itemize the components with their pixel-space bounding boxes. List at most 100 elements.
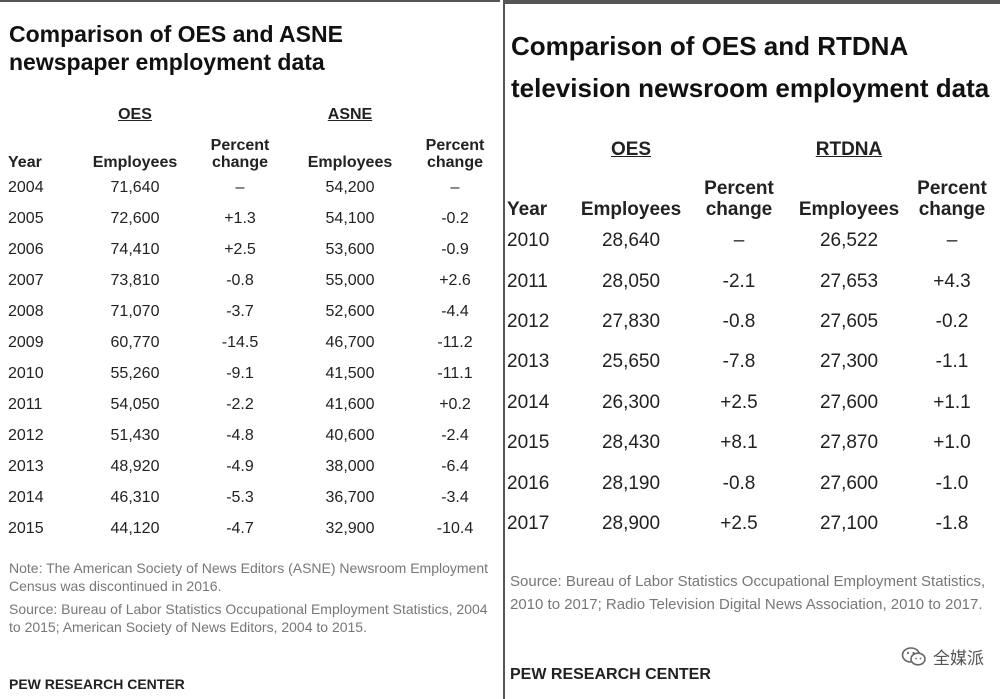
asne-percent-change-cell: -0.2 xyxy=(441,209,469,227)
oes-percent-change-cell: -4.9 xyxy=(226,457,254,475)
asne-employees-cell: 36,700 xyxy=(325,488,375,506)
oes-employees-cell: 27,830 xyxy=(601,310,661,332)
table-row: 2015 44,120 -4.7 32,900 -10.4 xyxy=(8,513,500,544)
asne-percent-change-cell: -2.4 xyxy=(441,426,469,444)
asne-employees-header: Employees xyxy=(307,154,393,172)
oes-percent-change-cell: -4.7 xyxy=(226,519,254,537)
rtdna-employees-header: Employees xyxy=(798,199,900,221)
right-brand: PEW RESEARCH CENTER xyxy=(510,666,711,683)
oes-employees-cell: 28,640 xyxy=(601,230,661,252)
year-cell: 2013 xyxy=(8,457,44,475)
rtdna-employees-cell: 27,605 xyxy=(819,310,879,332)
oes-group-header: OES xyxy=(118,106,152,123)
oes-percent-change-cell: -3.7 xyxy=(226,302,254,320)
rtdna-employees-cell: 27,600 xyxy=(819,472,879,494)
asne-percent-change-header: Percent change xyxy=(425,136,485,172)
table-row: 2011 28,050 -2.1 27,653 +4.3 xyxy=(507,261,997,301)
watermark-text: 全媒派 xyxy=(933,649,984,668)
asne-percent-change-cell: +0.2 xyxy=(439,395,471,413)
oes-percent-change-cell: +1.3 xyxy=(224,209,256,227)
table-row: 2005 72,600 +1.3 54,100 -0.2 xyxy=(8,203,500,234)
asne-percent-change-cell: -6.4 xyxy=(441,457,469,475)
oes-employees-cell: 54,050 xyxy=(110,395,160,413)
left-title-line2: newspaper employment data xyxy=(9,49,325,76)
oes-percent-change-header: Percent change xyxy=(210,136,270,172)
year-cell: 2006 xyxy=(8,240,44,258)
oes-employees-cell: 28,050 xyxy=(601,270,661,292)
table-row: 2011 54,050 -2.2 41,600 +0.2 xyxy=(8,389,500,420)
rtdna-group-header: RTDNA xyxy=(815,139,883,160)
asne-employees-cell: 53,600 xyxy=(325,240,375,258)
television-employment-table: OES RTDNA Year Employees Percent change E… xyxy=(507,137,997,544)
oes-employees-cell: 46,310 xyxy=(110,488,160,506)
rtdna-employees-cell: 27,100 xyxy=(819,512,879,534)
asne-percent-change-cell: -11.2 xyxy=(437,333,473,351)
rtdna-percent-change-cell: +1.1 xyxy=(933,391,971,413)
table-row: 2010 28,640 – 26,522 – xyxy=(507,221,997,261)
oes-employees-cell: 44,120 xyxy=(110,519,160,537)
asne-employees-cell: 52,600 xyxy=(325,302,375,320)
year-cell: 2016 xyxy=(507,472,550,494)
oes-employees-cell: 55,260 xyxy=(110,364,160,382)
oes-employees-cell: 25,650 xyxy=(601,351,661,373)
asne-percent-change-cell: -11.1 xyxy=(437,364,473,382)
left-title: Comparison of OES and ASNE newspaper emp… xyxy=(9,20,489,76)
year-cell: 2014 xyxy=(507,391,550,413)
asne-percent-change-cell: +2.6 xyxy=(439,271,471,289)
year-cell: 2012 xyxy=(507,310,550,332)
asne-employees-cell: 41,500 xyxy=(325,364,375,382)
oes-percent-change-cell: -0.8 xyxy=(722,472,756,494)
table-row: 2006 74,410 +2.5 53,600 -0.9 xyxy=(8,234,500,265)
oes-percent-change-cell: +2.5 xyxy=(720,391,758,413)
oes-percent-change-cell: -0.8 xyxy=(722,310,756,332)
asne-percent-change-cell: – xyxy=(450,178,460,196)
table-row: 2007 73,810 -0.8 55,000 +2.6 xyxy=(8,265,500,296)
rtdna-percent-change-cell: -1.1 xyxy=(935,351,969,373)
year-cell: 2015 xyxy=(507,432,550,454)
table-row: 2015 28,430 +8.1 27,870 +1.0 xyxy=(507,423,997,463)
right-title-line1: Comparison of OES and RTDNA xyxy=(511,31,909,61)
oes-percent-change-cell: – xyxy=(733,230,745,252)
year-cell: 2007 xyxy=(8,271,44,289)
oes-percent-change-cell: -14.5 xyxy=(221,333,259,351)
asne-employees-cell: 54,200 xyxy=(325,178,375,196)
right-title-line2: television newsroom employment data xyxy=(511,72,990,103)
rtdna-percent-change-cell: +1.0 xyxy=(933,432,971,454)
oes-employees-cell: 72,600 xyxy=(110,209,160,227)
wechat-icon xyxy=(901,646,927,668)
year-cell: 2012 xyxy=(8,426,44,444)
oes-percent-change-cell: +2.5 xyxy=(720,512,758,534)
rtdna-employees-cell: 26,522 xyxy=(819,230,879,252)
asne-employees-cell: 32,900 xyxy=(325,519,375,537)
table-row: 2012 51,430 -4.8 40,600 -2.4 xyxy=(8,420,500,451)
rtdna-percent-change-cell: -0.2 xyxy=(935,310,969,332)
asne-percent-change-cell: -3.4 xyxy=(441,488,469,506)
oes-group-header: OES xyxy=(610,139,652,160)
oes-percent-change-cell: -7.8 xyxy=(722,351,756,373)
asne-employees-cell: 55,000 xyxy=(325,271,375,289)
oes-employees-header: Employees xyxy=(92,154,178,172)
rtdna-percent-change-header: Percent change xyxy=(917,178,987,221)
table-row: 2017 28,900 +2.5 27,100 -1.8 xyxy=(507,504,997,544)
rtdna-employees-cell: 27,300 xyxy=(819,351,879,373)
rtdna-percent-change-cell: -1.0 xyxy=(935,472,969,494)
year-cell: 2008 xyxy=(8,302,44,320)
table-row: 2014 46,310 -5.3 36,700 -3.4 xyxy=(8,482,500,513)
year-cell: 2015 xyxy=(8,519,44,537)
left-brand: PEW RESEARCH CENTER xyxy=(9,676,185,692)
rtdna-percent-change-cell: – xyxy=(946,230,958,252)
year-cell: 2005 xyxy=(8,209,44,227)
oes-employees-cell: 28,430 xyxy=(601,432,661,454)
table-row: 2004 71,640 – 54,200 – xyxy=(8,172,500,203)
rtdna-percent-change-cell: +4.3 xyxy=(933,270,971,292)
oes-employees-cell: 74,410 xyxy=(110,240,160,258)
table-row: 2008 71,070 -3.7 52,600 -4.4 xyxy=(8,296,500,327)
oes-employees-header: Employees xyxy=(580,199,682,221)
oes-employees-cell: 26,300 xyxy=(601,391,661,413)
oes-percent-change-cell: +2.5 xyxy=(224,240,256,258)
oes-percent-change-cell: -5.3 xyxy=(226,488,254,506)
oes-employees-cell: 51,430 xyxy=(110,426,160,444)
asne-employees-cell: 54,100 xyxy=(325,209,375,227)
left-title-line1: Comparison of OES and ASNE xyxy=(9,21,343,47)
rtdna-employees-cell: 27,600 xyxy=(819,391,879,413)
